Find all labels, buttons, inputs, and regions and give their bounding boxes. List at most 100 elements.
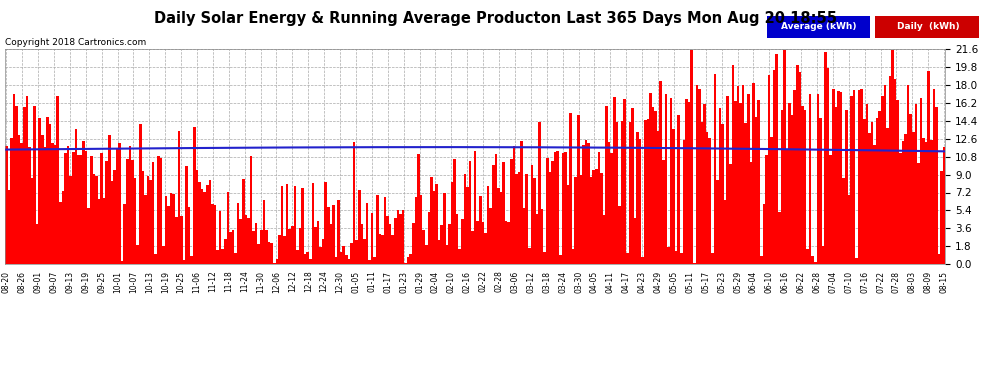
Bar — [902, 141, 904, 264]
Bar — [767, 75, 770, 264]
Bar — [119, 143, 121, 264]
Bar — [579, 174, 582, 264]
Bar — [868, 133, 871, 264]
Bar — [572, 249, 574, 264]
Bar — [26, 96, 28, 264]
Bar — [598, 152, 600, 264]
Bar — [410, 254, 412, 264]
Bar — [167, 206, 170, 264]
Bar — [391, 235, 394, 264]
Bar — [286, 184, 288, 264]
Bar — [399, 214, 402, 264]
Bar — [688, 102, 690, 264]
Bar — [654, 111, 656, 264]
Bar — [780, 110, 783, 264]
Bar — [613, 97, 616, 264]
Bar — [762, 204, 765, 264]
Bar — [724, 200, 727, 264]
Bar — [394, 217, 397, 264]
Bar — [36, 224, 39, 264]
Bar — [132, 160, 134, 264]
Bar — [423, 230, 425, 264]
Bar — [172, 195, 175, 264]
Bar — [41, 135, 44, 264]
Bar — [539, 122, 541, 264]
Bar — [103, 198, 106, 264]
Bar — [716, 180, 719, 264]
Bar — [227, 192, 229, 264]
Bar — [34, 106, 36, 264]
Bar — [690, 50, 693, 264]
Bar — [79, 155, 82, 264]
Bar — [608, 142, 611, 264]
Bar — [510, 159, 513, 264]
Bar — [275, 259, 278, 264]
Bar — [347, 260, 350, 264]
Bar — [159, 158, 162, 264]
Bar — [296, 250, 299, 264]
Bar — [534, 178, 536, 264]
Bar — [809, 94, 812, 264]
Bar — [744, 123, 747, 264]
Bar — [397, 210, 399, 264]
Bar — [582, 145, 585, 264]
Bar — [624, 99, 626, 264]
Bar — [229, 232, 232, 264]
Bar — [889, 76, 891, 264]
Bar — [835, 107, 838, 264]
Bar — [505, 221, 508, 264]
Bar — [280, 186, 283, 264]
Bar — [327, 207, 330, 264]
Bar — [740, 103, 742, 264]
Bar — [412, 223, 415, 264]
Bar — [479, 196, 482, 264]
Bar — [288, 230, 291, 264]
Bar — [894, 79, 897, 264]
Bar — [603, 215, 605, 264]
Bar — [129, 146, 132, 264]
Bar — [368, 260, 371, 264]
Bar — [701, 122, 703, 264]
Bar — [925, 142, 928, 264]
Bar — [757, 100, 760, 264]
Bar — [727, 96, 729, 264]
Bar — [806, 249, 809, 264]
Bar — [232, 230, 235, 264]
Bar — [631, 108, 634, 264]
Bar — [273, 262, 275, 264]
Bar — [865, 105, 868, 264]
Bar — [500, 192, 502, 264]
Bar — [897, 100, 899, 264]
Bar — [886, 128, 889, 264]
Bar — [461, 219, 463, 264]
Bar — [386, 216, 389, 264]
Bar — [551, 161, 553, 264]
Bar — [190, 256, 193, 264]
Bar — [799, 72, 801, 264]
Bar — [74, 129, 77, 264]
Bar — [553, 152, 556, 264]
Bar — [711, 252, 714, 264]
Bar — [817, 94, 819, 264]
Bar — [352, 142, 355, 264]
Bar — [242, 178, 245, 264]
Bar — [881, 96, 884, 264]
Bar — [646, 118, 649, 264]
Bar — [49, 124, 51, 264]
Bar — [742, 85, 744, 264]
Bar — [108, 135, 111, 264]
Bar — [100, 153, 103, 264]
Bar — [523, 209, 526, 264]
Bar — [814, 262, 817, 264]
Bar — [775, 54, 778, 264]
Bar — [644, 120, 646, 264]
Bar — [90, 156, 92, 264]
Bar — [257, 244, 260, 264]
Bar — [649, 93, 651, 264]
Bar — [8, 190, 10, 264]
Bar — [455, 214, 458, 264]
Bar — [116, 148, 119, 264]
Bar — [770, 137, 773, 264]
Bar — [492, 165, 495, 264]
Bar — [484, 233, 487, 264]
